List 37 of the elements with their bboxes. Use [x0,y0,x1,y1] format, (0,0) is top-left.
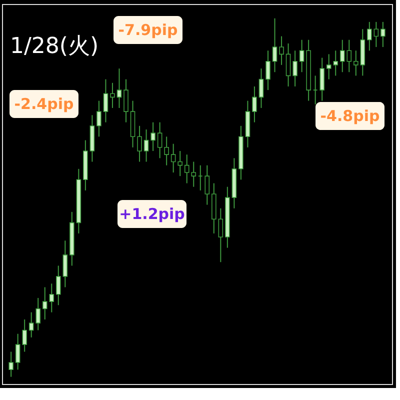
text: 1/28(火) [10,34,99,59]
candlestick [28,312,34,338]
candlestick [380,21,386,48]
candlestick [144,128,149,162]
candlestick [15,333,20,370]
candlestick [320,57,324,102]
candlestick [279,36,284,66]
candlestick [124,78,128,123]
candlestick [266,50,270,91]
candlestick [258,68,264,108]
candlestick [272,18,278,73]
candlestick [299,39,304,73]
candlestick [157,122,162,159]
candlestick [367,21,372,52]
candlestick [150,122,156,152]
candlestick [292,50,298,87]
candlestick [96,100,102,138]
candlestick [374,21,379,48]
candlestick [286,42,291,87]
candlestick [204,164,210,206]
candlestick [218,208,224,263]
candlestick [353,50,358,76]
candlestick [116,68,122,108]
candlestick [110,82,115,108]
annotation: -2.4pip [14,95,74,113]
candlestick [164,136,169,166]
candlestick [22,318,27,352]
annotation: +1.2pip [119,205,186,223]
candlestick [36,297,41,331]
candlestick [137,125,142,162]
candlestick [178,150,182,177]
annotation: -4.8pip [320,107,380,125]
candlestick [170,143,176,173]
candlestick [103,78,108,123]
annotation: -7.9pip [118,21,178,39]
candlestick [8,351,14,378]
candlestick [252,86,257,123]
